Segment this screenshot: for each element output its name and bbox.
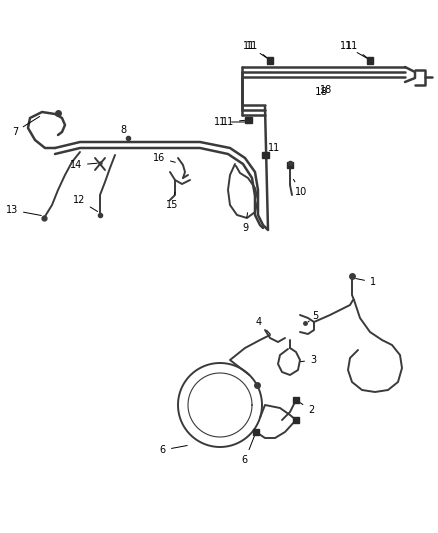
Text: 15: 15 [166, 192, 178, 210]
Bar [367, 56, 373, 63]
Text: 7: 7 [12, 117, 40, 137]
Text: 8: 8 [120, 125, 128, 140]
Text: 9: 9 [242, 213, 248, 233]
Bar [244, 117, 251, 123]
Text: 4: 4 [256, 317, 270, 334]
Bar [267, 56, 273, 63]
Text: 18: 18 [315, 87, 328, 97]
Text: 11: 11 [265, 143, 280, 155]
Text: 2: 2 [298, 401, 314, 415]
Text: 11: 11 [340, 41, 367, 59]
Text: 12: 12 [73, 195, 98, 212]
Text: 16: 16 [153, 153, 175, 163]
Text: 3: 3 [301, 355, 316, 365]
Text: 11: 11 [222, 117, 245, 127]
Text: 14: 14 [70, 160, 97, 170]
Text: 11: 11 [214, 117, 245, 127]
Text: 18: 18 [320, 85, 332, 95]
Text: 11: 11 [246, 41, 268, 58]
Text: 1: 1 [356, 277, 376, 287]
Text: 6: 6 [160, 445, 187, 455]
Bar [261, 152, 268, 158]
Text: 5: 5 [308, 311, 318, 322]
Text: 11: 11 [243, 41, 268, 59]
Text: 11: 11 [346, 41, 368, 58]
Text: 13: 13 [6, 205, 41, 215]
Text: 6: 6 [242, 434, 255, 465]
Text: 10: 10 [293, 180, 307, 197]
